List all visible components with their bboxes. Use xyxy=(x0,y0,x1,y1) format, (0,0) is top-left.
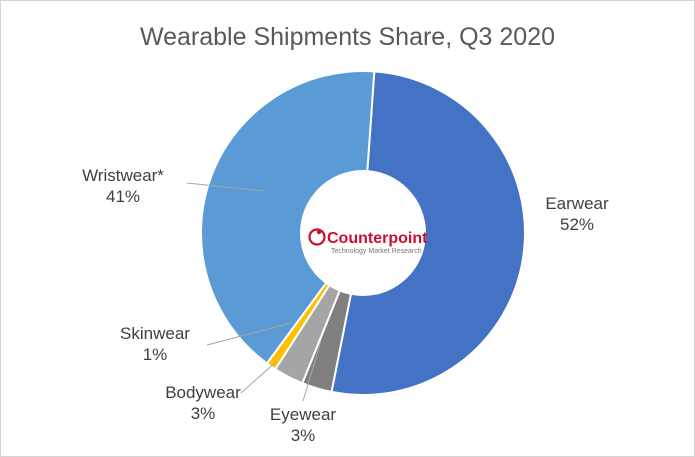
value-label: 41% xyxy=(106,187,140,206)
value-label: 3% xyxy=(191,404,216,423)
data-label-earwear: Earwear 52% xyxy=(545,194,609,234)
chart-title: Wearable Shipments Share, Q3 2020 xyxy=(139,23,556,51)
logo-tagline: Technology Market Research xyxy=(331,248,422,255)
data-label-bodywear: Bodywear 3% xyxy=(165,383,241,423)
category-label: Skinwear xyxy=(120,324,190,343)
value-label: 52% xyxy=(560,215,594,234)
value-label: 3% xyxy=(291,426,316,445)
logo-name: Counterpoint xyxy=(327,230,428,247)
category-label: Earwear xyxy=(545,194,609,213)
data-label-eyewear: Eyewear 3% xyxy=(270,405,336,445)
value-label: 1% xyxy=(143,345,168,364)
pie-slice-earwear xyxy=(330,70,526,396)
donut-hole xyxy=(300,170,426,296)
data-label-skinwear: Skinwear 1% xyxy=(120,324,190,364)
leader-line-skinwear xyxy=(206,322,292,346)
category-label: Wristwear* xyxy=(82,166,164,185)
pie-slice-wristwear xyxy=(200,70,376,365)
category-label: Bodywear xyxy=(165,383,241,402)
logo-mark-icon xyxy=(308,228,326,246)
data-labels: Earwear 52% Eyewear 3% Bodywear 3% Skinwear 1% W… xyxy=(82,166,609,445)
category-label: Eyewear xyxy=(270,405,336,424)
counterpoint-logo: Counterpoint Technology Market Research xyxy=(308,228,428,255)
data-label-wristwear: Wristwear* 41% xyxy=(82,166,164,206)
logo-dot-icon xyxy=(316,229,322,235)
leader-line-wristwear xyxy=(186,182,264,192)
leader-line-eyewear xyxy=(302,340,322,402)
leader-line-bodywear xyxy=(240,360,278,394)
leader-lines xyxy=(186,182,322,402)
